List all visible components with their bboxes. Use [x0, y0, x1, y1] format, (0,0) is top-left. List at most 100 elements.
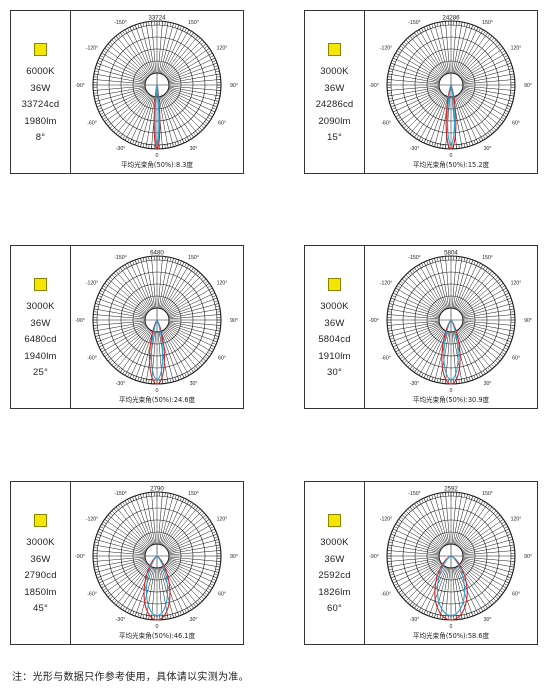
angle-tick-label: 90° — [524, 318, 532, 324]
angle-tick-label: 0 — [156, 624, 159, 630]
color-temperature: 3000K — [320, 301, 349, 312]
peak-value-label: 5804 — [444, 250, 458, 257]
angle-tick-label: -150° — [408, 20, 420, 26]
power: 36W — [30, 553, 51, 565]
photometric-panel: 6000K 36W 33724cd 1980lm 8° 33724 -150° 150° -12… — [10, 10, 244, 174]
angle-tick-label: -30° — [410, 146, 420, 152]
angle-tick-label: 60° — [512, 356, 520, 362]
beam-angle: 60° — [327, 603, 342, 614]
angle-tick-label: 60° — [218, 592, 226, 598]
angle-tick-label: 90° — [524, 83, 532, 89]
power: 36W — [30, 317, 51, 329]
footnote: 注：光形与数据只作参考使用，具体请以实测为准。 — [12, 672, 249, 683]
color-temperature: 3000K — [320, 66, 349, 77]
angle-tick-label: -120° — [380, 281, 392, 287]
beam-angle-caption: 平均光束角(50%):58.6度 — [413, 631, 490, 640]
luminous-flux: 1850lm — [24, 586, 57, 598]
peak-intensity: 2592cd — [318, 570, 351, 581]
luminous-flux: 1980lm — [24, 115, 57, 127]
angle-tick-label: 120° — [217, 517, 228, 523]
distribution-curve-blue — [443, 318, 459, 381]
angle-tick-label: -150° — [114, 20, 126, 26]
color-swatch-icon — [34, 43, 47, 56]
beam-angle-caption: 平均光束角(50%):24.6度 — [119, 395, 196, 404]
angle-tick-label: 150° — [482, 20, 493, 26]
distribution-curve-blue — [154, 84, 160, 146]
spec-column: 3000K 36W 24286cd 2090lm 15° — [305, 11, 365, 173]
color-swatch-icon — [328, 278, 341, 291]
beam-angle-caption: 平均光束角(50%):46.1度 — [119, 631, 196, 640]
angle-tick-label: -120° — [86, 281, 98, 287]
angle-tick-label: 120° — [511, 46, 522, 52]
angle-tick-label: 90° — [524, 554, 532, 560]
angle-tick-label: 60° — [218, 356, 226, 362]
beam-angle-caption: 平均光束角(50%):15.2度 — [413, 160, 490, 169]
angle-tick-label: -90° — [75, 83, 85, 89]
angle-tick-label: 30° — [190, 381, 198, 387]
angle-tick-label: -90° — [369, 83, 379, 89]
angle-tick-label: 150° — [482, 491, 493, 497]
angle-tick-label: -30° — [410, 617, 420, 623]
photometric-panel: 3000K 36W 6480cd 1940lm 25° 6480 -150° 150° -120… — [10, 245, 244, 409]
angle-tick-label: 60° — [512, 121, 520, 127]
distribution-curve-red — [149, 318, 165, 385]
angle-tick-label: -30° — [116, 146, 126, 152]
spec-column: 3000K 36W 2592cd 1826lm 60° — [305, 482, 365, 644]
polar-light-distribution-diagram: 24286 -150° 150° -120° 120° -90° 90° -60° 60° -30… — [369, 15, 532, 170]
angle-tick-label: 0 — [450, 388, 453, 394]
spec-column: 6000K 36W 33724cd 1980lm 8° — [11, 11, 71, 173]
angle-tick-label: -60° — [87, 592, 97, 598]
beam-angle-caption: 平均光束角(50%):8.3度 — [121, 160, 193, 169]
polar-light-distribution-diagram: 6480 -150° 150° -120° 120° -90° 90° -60° 60° -30°… — [75, 250, 238, 405]
distribution-curve-red — [434, 555, 468, 621]
polar-light-distribution-diagram: 33724 -150° 150° -120° 120° -90° 90° -60° 60° -30… — [75, 15, 238, 170]
angle-tick-label: -90° — [369, 554, 379, 560]
angle-tick-label: -150° — [408, 255, 420, 261]
angle-tick-label: 30° — [190, 617, 198, 623]
color-temperature: 6000K — [26, 66, 55, 77]
power: 36W — [324, 317, 345, 329]
polar-grid — [386, 255, 516, 385]
polar-grid — [92, 255, 222, 385]
power: 36W — [324, 82, 345, 94]
beam-angle: 45° — [33, 603, 48, 614]
angle-tick-label: 60° — [512, 592, 520, 598]
peak-intensity: 2790cd — [24, 570, 57, 581]
luminous-flux: 1910lm — [318, 350, 351, 362]
peak-value-label: 6480 — [150, 250, 164, 257]
angle-tick-label: 90° — [230, 318, 238, 324]
distribution-curve-blue — [145, 555, 169, 617]
luminous-flux: 1940lm — [24, 350, 57, 362]
peak-intensity: 24286cd — [315, 99, 354, 110]
angle-tick-label: -120° — [380, 46, 392, 52]
photometric-panel: 3000K 36W 2592cd 1826lm 60° 2592 -150° 150° -120… — [304, 481, 538, 645]
color-temperature: 3000K — [26, 301, 55, 312]
power: 36W — [30, 82, 51, 94]
photometric-panel: 3000K 36W 5804cd 1910lm 30° 5804 -150° 150° -120… — [304, 245, 538, 409]
angle-tick-label: -120° — [380, 517, 392, 523]
polar-light-distribution-diagram: 5804 -150° 150° -120° 120° -90° 90° -60° 60° -30°… — [369, 250, 532, 405]
spec-column: 3000K 36W 2790cd 1850lm 45° — [11, 482, 71, 644]
beam-angle: 25° — [33, 367, 48, 378]
angle-tick-label: -60° — [381, 356, 391, 362]
peak-intensity: 6480cd — [24, 334, 57, 345]
angle-tick-label: 150° — [188, 20, 199, 26]
color-swatch-icon — [328, 43, 341, 56]
angle-tick-label: -120° — [86, 46, 98, 52]
peak-value-label: 2592 — [444, 486, 458, 493]
distribution-curve-blue — [436, 555, 466, 617]
power: 36W — [324, 553, 345, 565]
angle-tick-label: -60° — [87, 356, 97, 362]
beam-angle: 30° — [327, 367, 342, 378]
beam-angle: 15° — [327, 132, 342, 143]
angle-tick-label: -90° — [75, 318, 85, 324]
angle-tick-label: 120° — [511, 517, 522, 523]
angle-tick-label: 90° — [230, 83, 238, 89]
angle-tick-label: 30° — [484, 381, 492, 387]
angle-tick-label: 0 — [450, 624, 453, 630]
distribution-curve-blue — [150, 318, 164, 381]
angle-tick-label: 30° — [484, 146, 492, 152]
angle-tick-label: 150° — [188, 491, 199, 497]
photometric-panel: 3000K 36W 2790cd 1850lm 45° 2790 -150° 150° -120… — [10, 481, 244, 645]
angle-tick-label: -150° — [408, 491, 420, 497]
